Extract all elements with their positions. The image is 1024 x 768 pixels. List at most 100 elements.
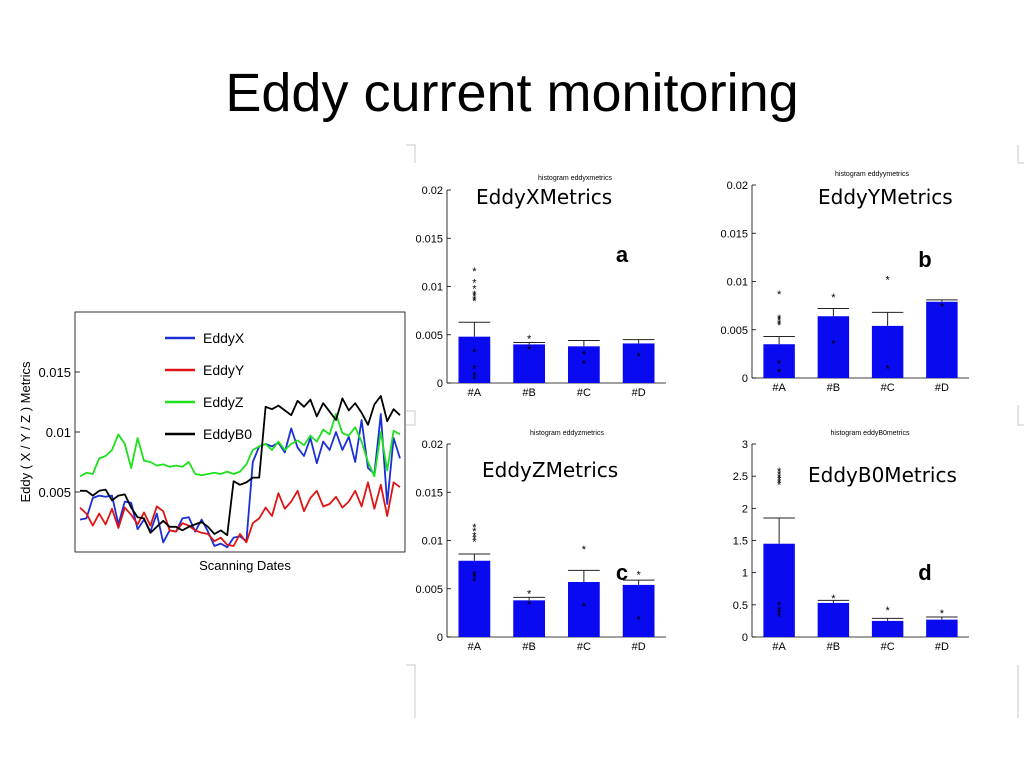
outlier-marker: * — [472, 374, 477, 386]
line-legend: EddyX EddyY EddyZ EddyB0 — [165, 330, 252, 442]
outlier-marker: * — [777, 313, 782, 325]
bar-y-tick-label: 0 — [742, 632, 748, 644]
bar-a — [458, 560, 491, 637]
bar-b — [513, 344, 546, 383]
bar-y-tick-label: 0.005 — [415, 584, 443, 596]
outlier-marker: * — [527, 344, 532, 356]
outlier-marker: * — [777, 359, 782, 371]
bar-x-tick-label: #C — [881, 641, 895, 653]
bar-y-tick-label: 1.5 — [733, 536, 748, 548]
bar-d — [622, 584, 655, 637]
bar-x-tick-label: #B — [827, 641, 840, 653]
legend-label-eddyy: EddyY — [203, 362, 245, 378]
outlier-marker: * — [777, 466, 782, 478]
outlier-marker: * — [831, 292, 836, 304]
line-chart-frame — [74, 311, 406, 553]
bar-y-tick-label: 0.01 — [422, 282, 443, 294]
bar-x-tick-label: #A — [468, 387, 482, 399]
outlier-marker: * — [777, 318, 782, 330]
outlier-marker: * — [777, 472, 782, 484]
outlier-marker: * — [777, 367, 782, 379]
bar-y-tick-label: 0.015 — [720, 228, 748, 240]
bar-c — [871, 325, 904, 378]
outlier-marker: * — [777, 469, 782, 481]
outlier-marker: * — [777, 480, 782, 492]
outlier-marker: * — [527, 589, 532, 601]
bar-d — [926, 301, 958, 378]
line-y-tick-label: 0.005 — [38, 485, 71, 500]
bar-a — [763, 344, 795, 378]
outlier-marker: * — [472, 572, 477, 584]
outlier-marker: * — [472, 569, 477, 581]
bar-small-title: histogram eddyxmetrics — [538, 175, 612, 182]
outlier-marker: * — [831, 593, 836, 605]
outlier-marker: * — [472, 296, 477, 308]
bar-x-tick-label: #D — [632, 641, 646, 653]
line-chart-panel: 0.005 0.01 0.015 EddyX EddyY EddyZ EddyB0 Sca… — [18, 311, 406, 573]
legend-label-eddyb0: EddyB0 — [203, 426, 252, 442]
bar-y-tick-label: 0.02 — [422, 185, 443, 197]
bar-b — [817, 316, 850, 378]
bar-x-tick-label: #A — [772, 382, 786, 394]
outlier-marker: * — [527, 599, 532, 611]
bar-b — [817, 602, 850, 637]
bar-b — [513, 600, 546, 637]
bar-y-tick-label: 1 — [742, 568, 748, 580]
outlier-marker: * — [582, 544, 587, 556]
bar-y-tick-label: 0.5 — [733, 600, 748, 612]
outlier-marker: * — [472, 522, 477, 534]
bar-d — [926, 619, 958, 637]
bar-x-tick-label: #D — [632, 387, 646, 399]
bar-c — [871, 620, 904, 637]
bar-d — [622, 343, 655, 383]
outlier-marker: * — [472, 576, 477, 588]
outlier-marker: * — [636, 615, 641, 627]
outlier-marker: * — [472, 364, 477, 376]
bar-c — [567, 581, 600, 637]
outlier-marker: * — [472, 347, 477, 359]
bar-x-tick-label: #D — [935, 641, 949, 653]
line-x-label: Scanning Dates — [199, 558, 291, 573]
panel-letter-c: c — [616, 560, 628, 585]
outlier-marker: * — [472, 278, 477, 290]
bar-x-tick-label: #C — [577, 641, 591, 653]
bar-y-tick-label: 0 — [742, 373, 748, 385]
outlier-marker: * — [777, 289, 782, 301]
outlier-marker: * — [885, 275, 890, 287]
bar-a — [763, 543, 795, 637]
bar-chart-title: EddyZMetrics — [482, 458, 618, 482]
outlier-marker: * — [472, 283, 477, 295]
bar-panel-c: histogram eddyzmetrics EddyZMetrics 0 0.005… — [415, 430, 666, 653]
outlier-marker: * — [831, 338, 836, 350]
outlier-marker: * — [777, 477, 782, 489]
bar-y-tick-label: 2.5 — [733, 471, 748, 483]
bar-y-tick-label: 0.01 — [727, 277, 748, 289]
outlier-marker: * — [636, 351, 641, 363]
bar-chart-title: EddyXMetrics — [476, 185, 612, 209]
bar-y-tick-label: 0.015 — [415, 233, 443, 245]
bar-panel-a: histogram eddyxmetrics EddyXMetrics 0 0.005… — [415, 175, 666, 399]
line-series-eddyz — [79, 413, 401, 478]
outlier-marker: * — [472, 294, 477, 306]
outlier-marker: * — [582, 349, 587, 361]
panel-letter-a: a — [616, 242, 629, 267]
outlier-marker: * — [940, 608, 945, 620]
bar-panel-b: histogram eddyymetrics EddyYMetrics 0 0.005… — [720, 171, 969, 394]
bar-x-tick-label: #A — [772, 641, 786, 653]
outlier-marker: * — [472, 289, 477, 301]
bar-y-tick-label: 0.005 — [720, 325, 748, 337]
outlier-marker: * — [777, 474, 782, 486]
line-y-ticks: 0.005 0.01 0.015 — [38, 365, 80, 500]
bar-y-tick-label: 0.01 — [422, 536, 443, 548]
line-y-tick-label: 0.01 — [46, 425, 71, 440]
bar-a — [458, 336, 491, 383]
bar-x-tick-label: #A — [468, 641, 482, 653]
bar-small-title: histogram eddyB0metrics — [831, 430, 910, 437]
outlier-marker: * — [472, 370, 477, 382]
bar-y-tick-label: 3 — [742, 439, 748, 451]
outlier-marker: * — [777, 611, 782, 623]
crop-marks — [406, 144, 1024, 718]
bar-chart-title: EddyB0Metrics — [808, 463, 957, 487]
bar-x-tick-label: #B — [522, 641, 535, 653]
bar-x-tick-label: #B — [522, 387, 535, 399]
